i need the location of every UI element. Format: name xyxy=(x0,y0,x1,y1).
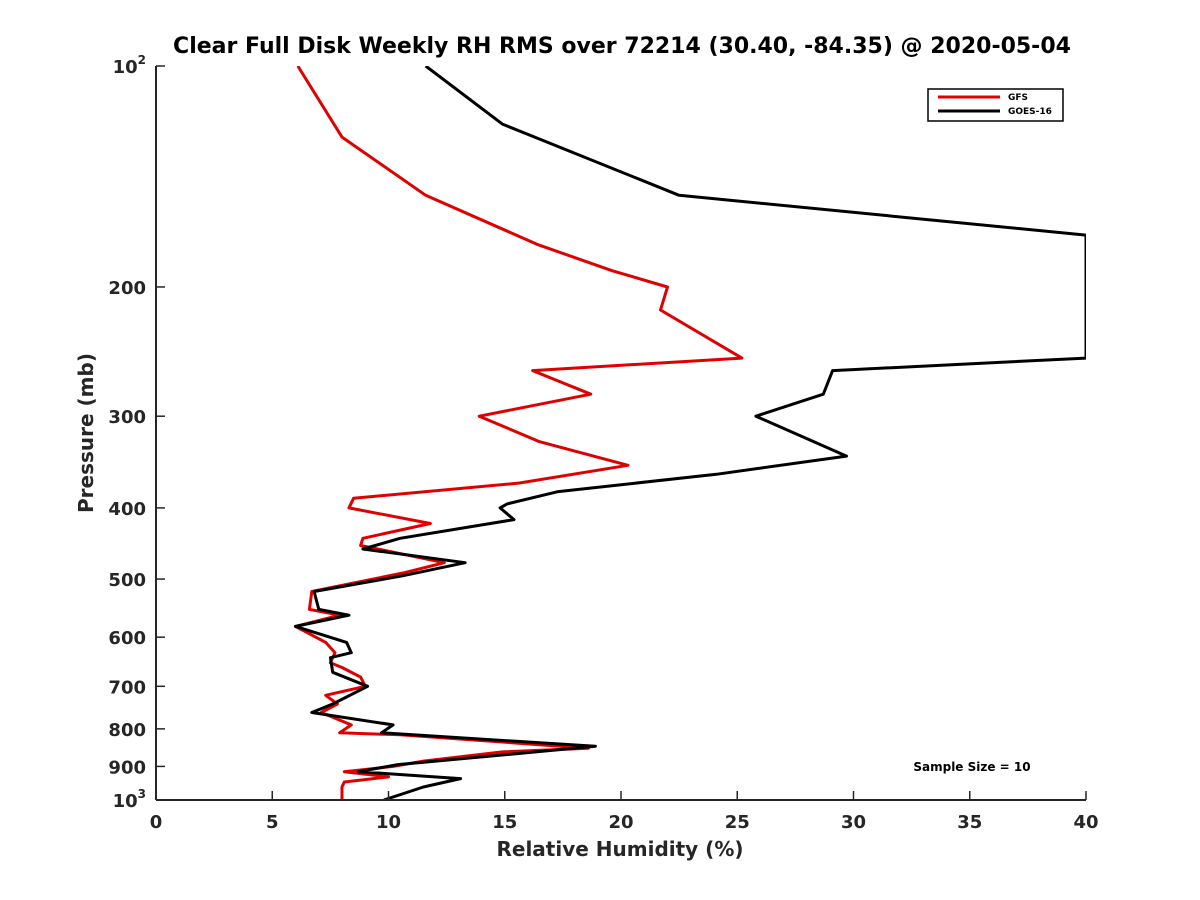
x-tick-label: 0 xyxy=(150,812,163,833)
x-tick-label: 15 xyxy=(492,812,517,833)
y-tick-label: 600 xyxy=(108,628,146,649)
y-tick-label: 102 xyxy=(113,53,146,78)
y-tick-label: 900 xyxy=(108,757,146,778)
y-tick-label: 500 xyxy=(108,570,146,591)
x-tick-label: 35 xyxy=(957,812,982,833)
y-tick-label: 800 xyxy=(108,720,146,741)
x-tick-label: 25 xyxy=(725,812,750,833)
legend-box xyxy=(927,88,1064,122)
y-tick-label: 400 xyxy=(108,499,146,520)
x-tick-label: 5 xyxy=(266,812,279,833)
x-tick-label: 40 xyxy=(1073,812,1098,833)
y-tick-label: 300 xyxy=(108,407,146,428)
series-line-goes16 xyxy=(294,66,1086,800)
sample-size-annotation: Sample Size = 10 xyxy=(913,760,1030,774)
chart-title: Clear Full Disk Weekly RH RMS over 72214… xyxy=(173,34,1071,59)
y-tick-label: 103 xyxy=(113,787,146,812)
y-axis-label: Pressure (mb) xyxy=(74,353,98,513)
legend-label-goes16: GOES-16 xyxy=(1008,107,1052,117)
x-tick-label: 10 xyxy=(376,812,401,833)
legend: GFS GOES-16 xyxy=(927,88,1064,122)
x-axis-label: Relative Humidity (%) xyxy=(496,837,743,861)
y-tick-label: 700 xyxy=(108,677,146,698)
legend-label-gfs: GFS xyxy=(1008,93,1028,103)
x-tick-label: 30 xyxy=(841,812,866,833)
y-tick-label: 200 xyxy=(108,278,146,299)
x-tick-label: 20 xyxy=(608,812,633,833)
